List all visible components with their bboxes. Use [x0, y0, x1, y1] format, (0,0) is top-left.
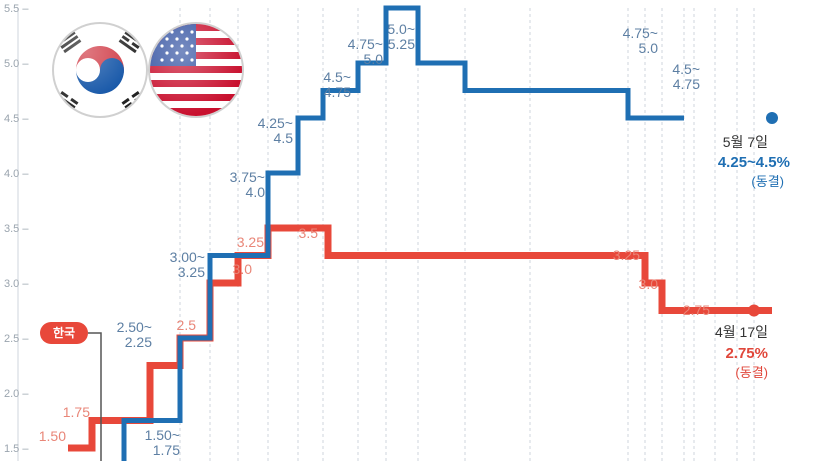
korea-point-label: 3.25 [237, 234, 264, 250]
korea-point-label: 1.50 [39, 428, 66, 444]
y-axis: 1.5 – 2.0 – 2.5 – 3.0 – 3.5 – 4.0 – 4.5 – 5.0 –… [4, 3, 29, 455]
usa-point-label: 4.5~ 4.75 [672, 61, 700, 92]
usa-point-label: 3.75~ 4.0 [230, 169, 266, 200]
usa-point-label: 4.25~ 4.5 [258, 115, 294, 146]
korea-point-label: 3.5 [299, 225, 319, 241]
series-lines [68, 5, 778, 461]
y-tick-label: 2.0 – [4, 388, 29, 400]
korea-badge-label: 한국 [53, 325, 75, 340]
korea-annotation: 4월 17일 2.75% (동결) [715, 324, 768, 380]
usa-point-label: 4.75~ 5.0 [623, 25, 659, 56]
usa-point-label: 2.50~ 2.25 [117, 319, 153, 350]
usa-point-label: 4.5~ 4.75 [323, 69, 351, 100]
usa-point-label: 3.00~ 3.25 [170, 249, 206, 280]
korea-point-label: 1.75 [63, 404, 90, 420]
y-tick-label: 4.5 – [4, 113, 29, 125]
y-tick-label: 5.0 – [4, 58, 29, 70]
usa-annotation: 5월 7일 4.25~4.5% (동결) [718, 134, 790, 189]
grid [17, 8, 755, 461]
korea-end-marker [748, 304, 760, 317]
y-tick-label: 3.0 – [4, 278, 29, 290]
korea-point-label: 2.75 [683, 302, 710, 318]
usa-point-label: 1.50~ 1.75 [145, 427, 181, 458]
y-tick-label: 5.5 – [4, 3, 29, 15]
usa-point-label: 4.75~ 5.0 [348, 36, 384, 67]
y-tick-label: 4.0 – [4, 168, 29, 180]
usa-flag-icon [148, 22, 244, 118]
usa-annotation-value: 4.25~4.5% [718, 154, 790, 171]
usa-annotation-date: 5월 7일 [723, 134, 768, 150]
korea-point-label: 2.5 [177, 317, 197, 333]
usa-point-label: 5.0~ 5.25 [387, 21, 415, 52]
y-tick-label: 3.5 – [4, 223, 29, 235]
korea-annotation-note: (동결) [735, 365, 768, 380]
korea-flag-icon [52, 22, 148, 118]
korea-legend: 한국 [40, 322, 102, 461]
data-labels: 1.50~ 1.75 2.50~ 2.25 3.00~ 3.25 3.75~ 4.0 4.25~… [39, 21, 710, 458]
korea-point-label: 3.0 [233, 261, 253, 277]
korea-annotation-value: 2.75% [725, 345, 768, 362]
usa-end-marker [766, 112, 778, 124]
korea-point-label: 3.25 [613, 247, 640, 263]
korea-badge [40, 322, 88, 344]
y-tick-label: 2.5 – [4, 333, 29, 345]
korea-annotation-date: 4월 17일 [715, 324, 768, 340]
y-tick-label: 1.5 – [4, 443, 29, 455]
usa-annotation-note: (동결) [751, 174, 784, 189]
korea-point-label: 3.0 [639, 276, 659, 292]
usa-series-line [121, 5, 684, 461]
